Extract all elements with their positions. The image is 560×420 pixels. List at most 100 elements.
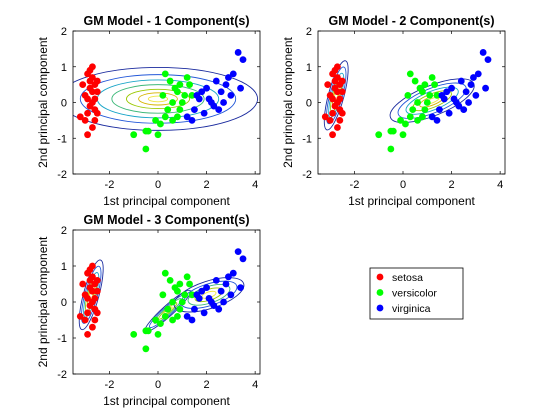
point-setosa: [334, 74, 341, 81]
y-tick-label: -1: [57, 133, 67, 145]
point-versicolor: [142, 327, 150, 335]
point-setosa: [93, 77, 101, 85]
x-tick-label: -2: [105, 379, 115, 391]
point-versicolor: [423, 99, 431, 106]
point-setosa: [86, 284, 94, 291]
x-tick-label: -2: [350, 179, 360, 191]
x-tick-label: 0: [155, 179, 161, 191]
point-versicolor: [169, 298, 176, 306]
point-virginica: [457, 77, 465, 85]
point-setosa: [81, 91, 89, 99]
point-versicolor: [176, 280, 184, 288]
point-virginica: [460, 106, 468, 114]
point-versicolor: [433, 91, 441, 99]
point-versicolor: [186, 280, 193, 288]
point-virginica: [455, 102, 463, 110]
point-versicolor: [426, 91, 434, 99]
point-setosa: [91, 295, 99, 302]
point-virginica: [203, 284, 210, 291]
y-tick-label: -2: [57, 369, 67, 381]
point-virginica: [198, 287, 206, 295]
x-tick-label: -2: [105, 179, 115, 191]
point-setosa: [91, 116, 99, 124]
point-versicolor: [188, 91, 196, 99]
point-setosa: [89, 63, 96, 71]
x-tick-label: 2: [449, 179, 455, 191]
point-setosa: [338, 77, 346, 85]
point-setosa: [84, 331, 91, 338]
chart-title: GM Model - 2 Component(s): [329, 14, 495, 28]
point-setosa: [84, 109, 91, 117]
point-virginica: [239, 56, 247, 63]
point-versicolor: [130, 331, 138, 338]
point-virginica: [443, 88, 451, 96]
x-axis-label: 1st principal component: [103, 394, 230, 408]
point-versicolor: [142, 345, 150, 353]
y-axis-label: 2nd principal component: [36, 36, 50, 167]
point-virginica: [462, 88, 470, 96]
point-virginica: [438, 91, 446, 99]
point-virginica: [188, 316, 196, 324]
point-setosa: [338, 109, 346, 117]
plot-area: [318, 31, 505, 174]
point-virginica: [212, 277, 220, 284]
point-versicolor: [164, 305, 172, 313]
point-versicolor: [411, 77, 419, 85]
point-versicolor: [152, 316, 159, 324]
point-versicolor: [375, 131, 383, 139]
point-versicolor: [169, 99, 176, 106]
plot-content: [76, 248, 247, 353]
point-versicolor: [157, 120, 164, 128]
point-versicolor: [181, 291, 189, 299]
y-tick-label: -1: [57, 333, 67, 345]
point-versicolor: [176, 106, 184, 114]
point-virginica: [433, 116, 441, 124]
point-virginica: [193, 91, 201, 99]
x-tick-label: 4: [252, 379, 258, 391]
point-virginica: [183, 113, 191, 121]
point-versicolor: [154, 131, 162, 139]
point-versicolor: [169, 116, 176, 124]
point-virginica: [198, 88, 206, 96]
point-virginica: [234, 49, 242, 56]
contour-line: [397, 82, 467, 119]
y-tick-label: 2: [306, 26, 312, 38]
x-tick-label: 2: [204, 379, 210, 391]
point-virginica: [203, 84, 210, 92]
point-setosa: [86, 84, 94, 92]
y-tick-label: 0: [61, 297, 67, 309]
point-versicolor: [421, 106, 429, 114]
point-setosa: [93, 88, 101, 96]
point-versicolor: [181, 91, 189, 99]
plot-area: [73, 230, 260, 374]
point-virginica: [191, 305, 198, 313]
point-setosa: [86, 302, 94, 309]
point-virginica: [210, 302, 218, 309]
legend-label-setosa: setosa: [392, 272, 423, 284]
point-virginica: [191, 106, 198, 114]
point-versicolor: [387, 145, 395, 153]
x-axis-label: 1st principal component: [348, 194, 475, 208]
point-versicolor: [406, 113, 414, 121]
point-versicolor: [161, 113, 169, 121]
point-virginica: [237, 84, 244, 92]
y-tick-label: -2: [57, 169, 67, 181]
point-setosa: [326, 116, 334, 124]
point-virginica: [479, 49, 487, 56]
point-setosa: [334, 63, 341, 71]
point-setosa: [84, 70, 91, 78]
point-setosa: [89, 273, 96, 281]
point-setosa: [334, 124, 341, 131]
point-virginica: [220, 298, 227, 306]
y-tick-label: 1: [61, 261, 67, 273]
point-versicolor: [178, 298, 186, 306]
point-versicolor: [431, 81, 438, 89]
point-versicolor: [142, 127, 150, 135]
point-setosa: [329, 131, 336, 139]
point-virginica: [470, 74, 477, 81]
point-virginica: [428, 113, 436, 121]
contour-line: [147, 95, 169, 103]
point-setosa: [84, 269, 91, 277]
point-versicolor: [404, 91, 412, 99]
